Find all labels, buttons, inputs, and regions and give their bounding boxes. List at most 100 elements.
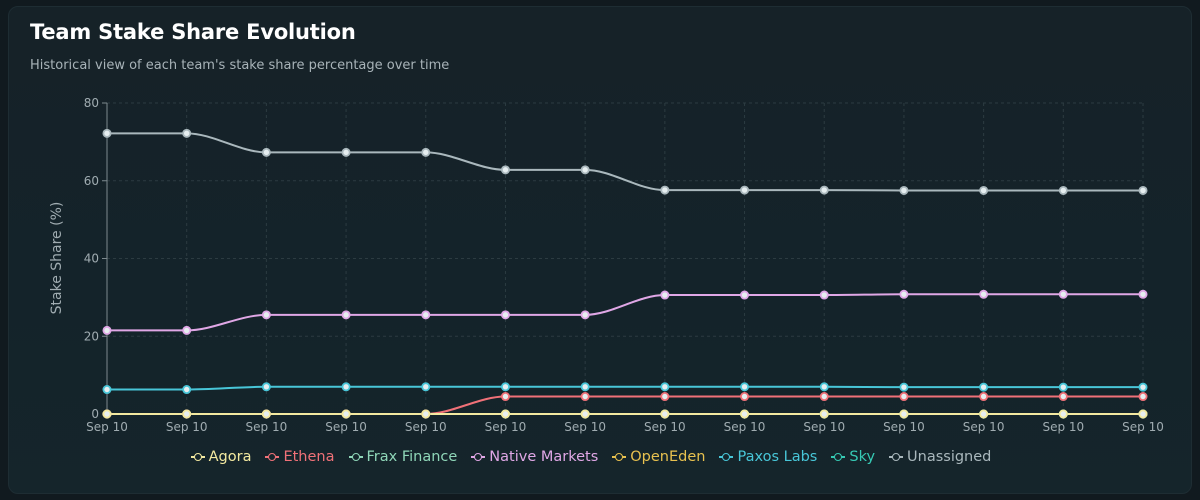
x-tick-label: Sep 10: [644, 420, 686, 434]
data-point-native-markets[interactable]: [819, 290, 829, 300]
legend-item-paxos-labs[interactable]: Paxos Labs: [719, 449, 817, 465]
x-tick-label: Sep 10: [803, 420, 845, 434]
series-line-ethena: [106, 395, 1143, 415]
y-tick-label: 60: [84, 174, 99, 188]
data-point-ethena[interactable]: [979, 392, 989, 402]
data-point-unassigned[interactable]: [102, 128, 112, 138]
data-point-native-markets[interactable]: [341, 310, 351, 320]
data-point-agora[interactable]: [660, 409, 670, 419]
legend-label: Ethena: [283, 449, 335, 465]
grid-lines: [106, 102, 1144, 415]
data-point-native-markets[interactable]: [261, 310, 271, 320]
data-point-agora[interactable]: [182, 409, 192, 419]
data-point-unassigned[interactable]: [500, 165, 510, 175]
data-point-agora[interactable]: [261, 409, 271, 419]
data-point-agora[interactable]: [500, 409, 510, 419]
x-tick-label: Sep 10: [166, 420, 208, 434]
data-point-unassigned[interactable]: [979, 185, 989, 195]
x-tick-label: Sep 10: [963, 420, 1005, 434]
data-point-agora[interactable]: [1138, 409, 1148, 419]
data-point-paxos-labs[interactable]: [341, 382, 351, 392]
data-point-agora[interactable]: [740, 409, 750, 419]
data-point-agora[interactable]: [102, 409, 112, 419]
data-point-unassigned[interactable]: [421, 147, 431, 157]
data-point-paxos-labs[interactable]: [182, 385, 192, 395]
data-point-paxos-labs[interactable]: [899, 382, 909, 392]
data-point-ethena[interactable]: [740, 392, 750, 402]
data-point-ethena[interactable]: [500, 392, 510, 402]
data-point-paxos-labs[interactable]: [1138, 382, 1148, 392]
data-point-paxos-labs[interactable]: [500, 382, 510, 392]
data-point-agora[interactable]: [819, 409, 829, 419]
data-point-unassigned[interactable]: [261, 147, 271, 157]
data-point-native-markets[interactable]: [102, 325, 112, 335]
legend-label: Sky: [849, 449, 876, 465]
data-point-native-markets[interactable]: [580, 310, 590, 320]
data-point-native-markets[interactable]: [500, 310, 510, 320]
data-point-native-markets[interactable]: [979, 289, 989, 299]
legend-item-openeden[interactable]: OpenEden: [612, 449, 705, 465]
series-lines: [106, 132, 1143, 415]
legend-item-frax-finance[interactable]: Frax Finance: [348, 449, 457, 465]
data-point-agora[interactable]: [979, 409, 989, 419]
legend-marker-icon: [889, 452, 904, 462]
data-point-agora[interactable]: [341, 409, 351, 419]
legend-marker-icon: [719, 452, 734, 462]
y-axis-label: Stake Share (%): [49, 202, 65, 315]
legend-item-sky[interactable]: Sky: [831, 449, 875, 465]
data-point-unassigned[interactable]: [1138, 185, 1148, 195]
x-tick-label: Sep 10: [1122, 420, 1164, 434]
data-point-agora[interactable]: [1058, 409, 1068, 419]
legend-item-unassigned[interactable]: Unassigned: [889, 449, 991, 465]
legend-item-agora[interactable]: Agora: [190, 449, 251, 465]
data-point-paxos-labs[interactable]: [660, 382, 670, 392]
data-point-ethena[interactable]: [1138, 392, 1148, 402]
data-point-ethena[interactable]: [819, 392, 829, 402]
data-point-ethena[interactable]: [660, 392, 670, 402]
data-point-unassigned[interactable]: [182, 128, 192, 138]
data-point-paxos-labs[interactable]: [819, 382, 829, 392]
data-point-native-markets[interactable]: [740, 290, 750, 300]
data-point-ethena[interactable]: [1058, 392, 1068, 402]
data-point-paxos-labs[interactable]: [261, 382, 271, 392]
data-points[interactable]: [102, 128, 1148, 419]
data-point-paxos-labs[interactable]: [1058, 382, 1068, 392]
data-point-unassigned[interactable]: [341, 147, 351, 157]
data-point-agora[interactable]: [421, 409, 431, 419]
y-tick-label: 80: [84, 96, 99, 110]
data-point-unassigned[interactable]: [819, 185, 829, 195]
data-point-unassigned[interactable]: [660, 185, 670, 195]
x-tick-label: Sep 10: [1042, 420, 1084, 434]
x-tick-label: Sep 10: [883, 420, 925, 434]
data-point-native-markets[interactable]: [1138, 289, 1148, 299]
data-point-paxos-labs[interactable]: [979, 382, 989, 392]
data-point-ethena[interactable]: [899, 392, 909, 402]
data-point-unassigned[interactable]: [580, 165, 590, 175]
x-tick-label: Sep 10: [564, 420, 606, 434]
data-point-native-markets[interactable]: [421, 310, 431, 320]
data-point-native-markets[interactable]: [660, 290, 670, 300]
series-line-native-markets: [106, 293, 1143, 332]
data-point-unassigned[interactable]: [740, 185, 750, 195]
data-point-ethena[interactable]: [580, 392, 590, 402]
chart-legend: Agora Ethena Frax Finance Native Markets Ope…: [0, 449, 1182, 465]
chart-card: [8, 6, 1192, 494]
data-point-unassigned[interactable]: [899, 185, 909, 195]
data-point-paxos-labs[interactable]: [740, 382, 750, 392]
legend-item-native-markets[interactable]: Native Markets: [471, 449, 598, 465]
x-tick-label: Sep 10: [485, 420, 527, 434]
series-line-unassigned: [107, 132, 1143, 192]
legend-label: Native Markets: [489, 449, 599, 465]
data-point-native-markets[interactable]: [182, 325, 192, 335]
data-point-paxos-labs[interactable]: [421, 382, 431, 392]
x-tick-label: Sep 10: [724, 420, 766, 434]
data-point-agora[interactable]: [899, 409, 909, 419]
data-point-agora[interactable]: [580, 409, 590, 419]
data-point-paxos-labs[interactable]: [580, 382, 590, 392]
data-point-native-markets[interactable]: [899, 289, 909, 299]
legend-item-ethena[interactable]: Ethena: [265, 449, 335, 465]
data-point-unassigned[interactable]: [1058, 185, 1068, 195]
data-point-native-markets[interactable]: [1058, 289, 1068, 299]
data-point-paxos-labs[interactable]: [102, 385, 112, 395]
